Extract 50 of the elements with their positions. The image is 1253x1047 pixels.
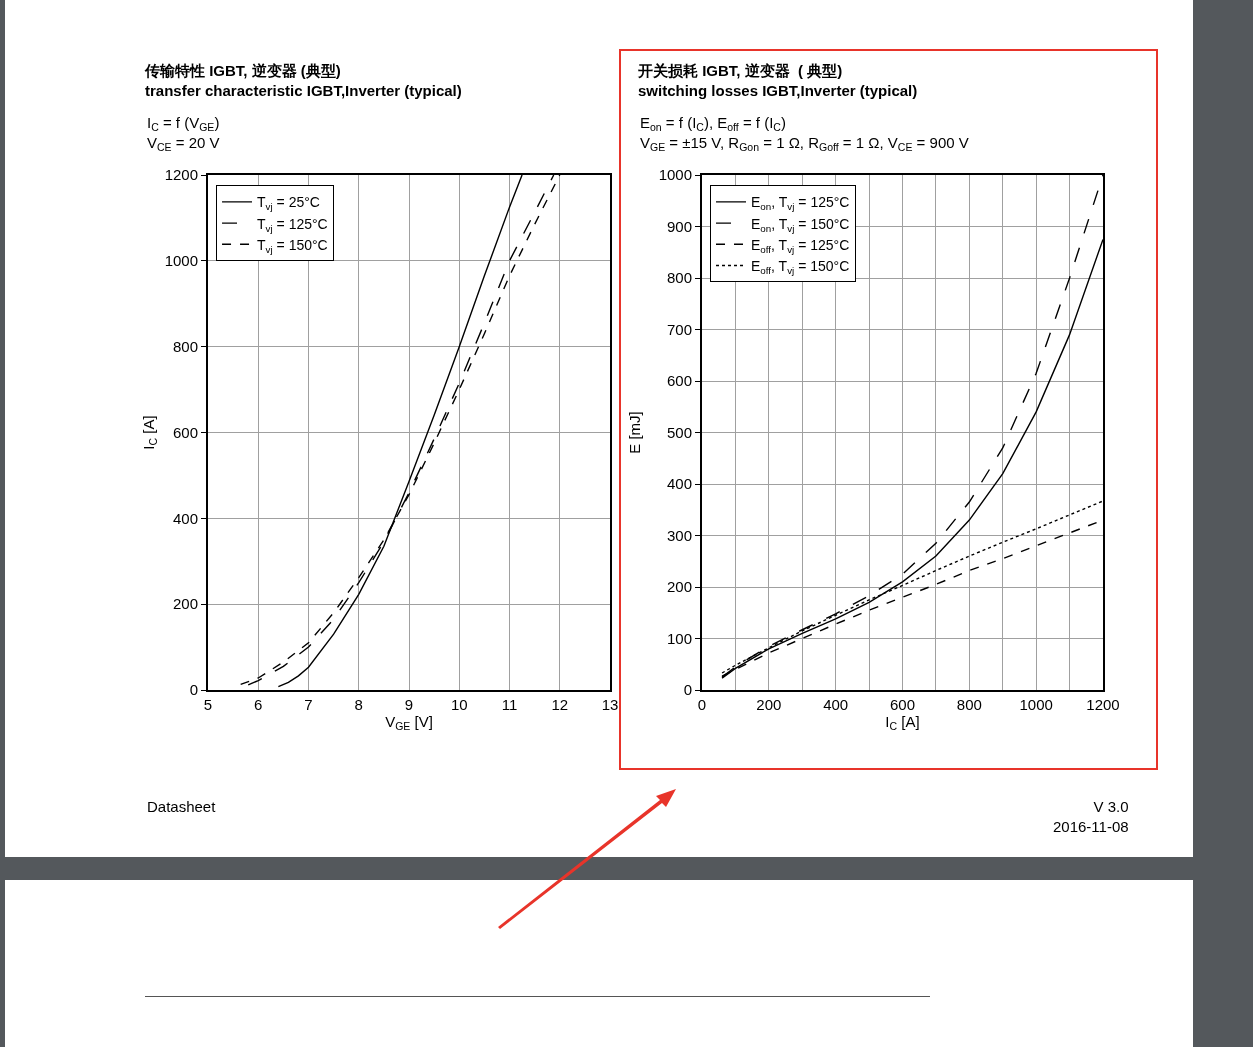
x-tick-label: 8 <box>354 696 363 713</box>
y-tick-label: 200 <box>172 595 198 613</box>
x-tick-label: 11 <box>501 696 518 713</box>
y-tick-label: 800 <box>172 337 198 355</box>
y-tick-label: 0 <box>189 681 198 699</box>
y-tick-label: 0 <box>683 681 692 699</box>
legend-label: T$_{vj}$ = 150°C <box>257 236 328 255</box>
y-tick-label: 1200 <box>164 166 198 184</box>
legend-label: T$_{vj}$ = 25°C <box>257 194 320 213</box>
x-axis-title: I$_{C}$ [A] <box>885 713 920 733</box>
y-tick-label: 200 <box>666 578 692 596</box>
text: V 3.0 2016-11-08 <box>1053 798 1129 835</box>
y-tick-label: 700 <box>666 320 692 338</box>
y-tick-label: 400 <box>172 509 198 527</box>
chart-title: 开关损耗 IGBT, 逆变器 ( 典型) switching losses IGBT,Inverter (typical) <box>637 62 918 99</box>
y-tick-label: 900 <box>666 217 692 235</box>
text: Datasheet <box>147 798 217 815</box>
text: I$_{C}$ = f (V$_{GE}$) V$_{CE}$ = 20 V <box>147 114 220 153</box>
x-tick-label: 600 <box>889 696 916 713</box>
y-tick-label: 100 <box>666 629 692 647</box>
x-tick-label: 5 <box>203 696 213 713</box>
x-tick-label: 1200 <box>1086 696 1120 713</box>
x-tick-label: 9 <box>404 696 414 713</box>
x-tick-label: 0 <box>697 696 707 713</box>
x-tick-label: 10 <box>450 696 468 713</box>
legend-label: E$_{off}$, T$_{vj}$ = 150°C <box>751 257 850 276</box>
x-tick-label: 200 <box>756 696 782 713</box>
y-axis-title: E [mJ] <box>626 411 644 454</box>
chart-title: 传输特性 IGBT, 逆变器 (典型) transfer characteristic IGBT,Inverter (typical) <box>144 62 462 99</box>
y-tick-label: 500 <box>666 423 692 441</box>
legend-label: E$_{on}$, T$_{vj}$ = 150°C <box>751 215 850 234</box>
x-tick-label: 1000 <box>1019 696 1053 713</box>
x-tick-label: 7 <box>304 696 313 713</box>
legend-label: T$_{vj}$ = 125°C <box>257 215 328 234</box>
legend-label: E$_{on}$, T$_{vj}$ = 125°C <box>751 194 850 213</box>
x-tick-label: 12 <box>551 696 569 713</box>
y-tick-label: 1000 <box>164 252 198 270</box>
y-tick-label: 600 <box>666 372 692 390</box>
x-tick-label: 6 <box>254 696 263 713</box>
x-tick-label: 13 <box>601 696 619 713</box>
x-tick-label: 800 <box>956 696 982 713</box>
y-tick-label: 800 <box>666 269 692 287</box>
x-axis-title: V$_{GE}$ [V] <box>385 713 433 733</box>
y-tick-label: 300 <box>666 526 692 544</box>
x-tick-label: 400 <box>823 696 849 713</box>
text: E$_{on}$ = f (I$_{C}$), E$_{off}$ = f (I$_{C}$) V$_{GE}$ = ±15 V, R$_{Gon}$ = 1 Ω, R$_{Goff}$ = 1 Ω, V$_{CE}$ = 900 V <box>640 114 969 153</box>
legend-label: E$_{off}$, T$_{vj}$ = 125°C <box>751 236 850 255</box>
y-tick-label: 1000 <box>658 166 692 184</box>
y-tick-label: 600 <box>172 423 198 441</box>
y-tick-label: 400 <box>666 475 692 493</box>
